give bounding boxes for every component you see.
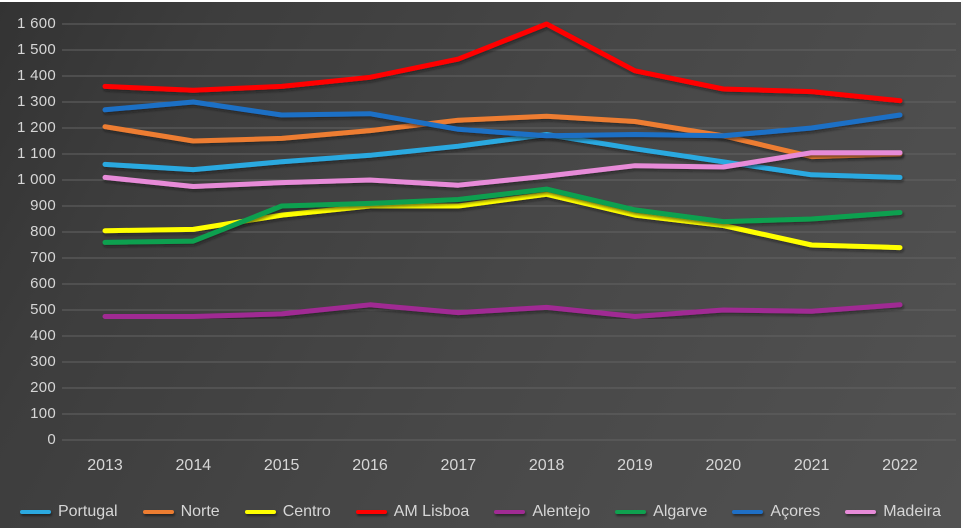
legend-item-madeira: Madeira	[845, 503, 941, 521]
x-axis-tick-label: 2021	[793, 457, 830, 474]
x-axis-tick-label: 2019	[617, 457, 653, 474]
x-axis-tick-label: 2022	[882, 457, 918, 474]
x-axis-tick-label: 2016	[352, 457, 388, 474]
legend-line-swatch	[615, 509, 647, 515]
y-axis-tick-label: 500	[30, 301, 56, 318]
y-axis-tick-label: 1 200	[16, 119, 56, 136]
y-axis-tick-label: 1 500	[16, 41, 56, 58]
y-axis-tick-label: 700	[30, 249, 56, 266]
legend-line-swatch	[19, 509, 51, 515]
series-line-norte	[102, 113, 903, 160]
legend-label: Alentejo	[532, 503, 591, 520]
legend-line-swatch	[494, 509, 526, 515]
legend-item-portugal: Portugal	[19, 503, 118, 521]
y-axis-tick-label: 100	[30, 405, 56, 422]
legend-item-algarve: Algarve	[615, 503, 707, 521]
legend-line-swatch	[142, 509, 174, 515]
legend-label: Açores	[770, 503, 821, 520]
x-axis-tick-label: 2013	[87, 457, 123, 474]
x-axis-tick-label: 2017	[440, 457, 477, 474]
y-axis-tick-label: 900	[30, 197, 56, 214]
y-axis-tick-label: 800	[30, 223, 56, 240]
series-line-açores	[102, 99, 903, 139]
y-axis-tick-label: 300	[30, 353, 56, 370]
legend-label: Algarve	[653, 503, 708, 520]
legend-line-swatch	[355, 509, 387, 515]
series-line-algarve	[102, 186, 903, 245]
legend-label: Centro	[282, 503, 331, 520]
x-axis-tick-label: 2014	[175, 457, 212, 474]
y-axis-tick-label: 200	[30, 379, 56, 396]
y-axis-tick-label: 1 100	[16, 145, 56, 162]
y-axis-tick-label: 1 600	[16, 15, 56, 32]
legend-line-swatch	[732, 509, 764, 515]
y-axis-tick-label: 400	[30, 327, 56, 344]
y-axis-tick-label: 1 000	[16, 171, 56, 188]
legend-label: Madeira	[883, 503, 942, 520]
series-line-portugal	[102, 132, 903, 180]
series-line-alentejo	[102, 302, 903, 319]
y-axis-tick-label: 0	[47, 431, 56, 448]
legend-item-alentejo: Alentejo	[494, 503, 590, 521]
legend-item-açores: Açores	[732, 503, 820, 521]
legend-label: AM Lisboa	[393, 503, 470, 520]
x-axis-tick-label: 2020	[705, 457, 742, 474]
legend-item-norte: Norte	[142, 503, 220, 521]
y-axis-tick-label: 600	[30, 275, 56, 292]
legend-line-swatch	[244, 509, 276, 515]
series-line-am-lisboa	[102, 21, 903, 104]
legend-label: Portugal	[57, 503, 118, 520]
y-axis-tick-label: 1 400	[16, 67, 56, 84]
legend-line-swatch	[845, 509, 877, 515]
series-line-madeira	[102, 150, 903, 189]
legend-item-am-lisboa: AM Lisboa	[355, 503, 470, 521]
legend-label: Norte	[180, 503, 220, 520]
y-axis-tick-label: 1 300	[16, 93, 56, 110]
legend-item-centro: Centro	[244, 503, 331, 521]
x-axis-tick-label: 2015	[263, 457, 300, 474]
x-axis-tick-label: 2018	[528, 457, 565, 474]
legend: Portugal Norte Centro AM Lisboa Alentejo Alga…	[0, 503, 961, 521]
